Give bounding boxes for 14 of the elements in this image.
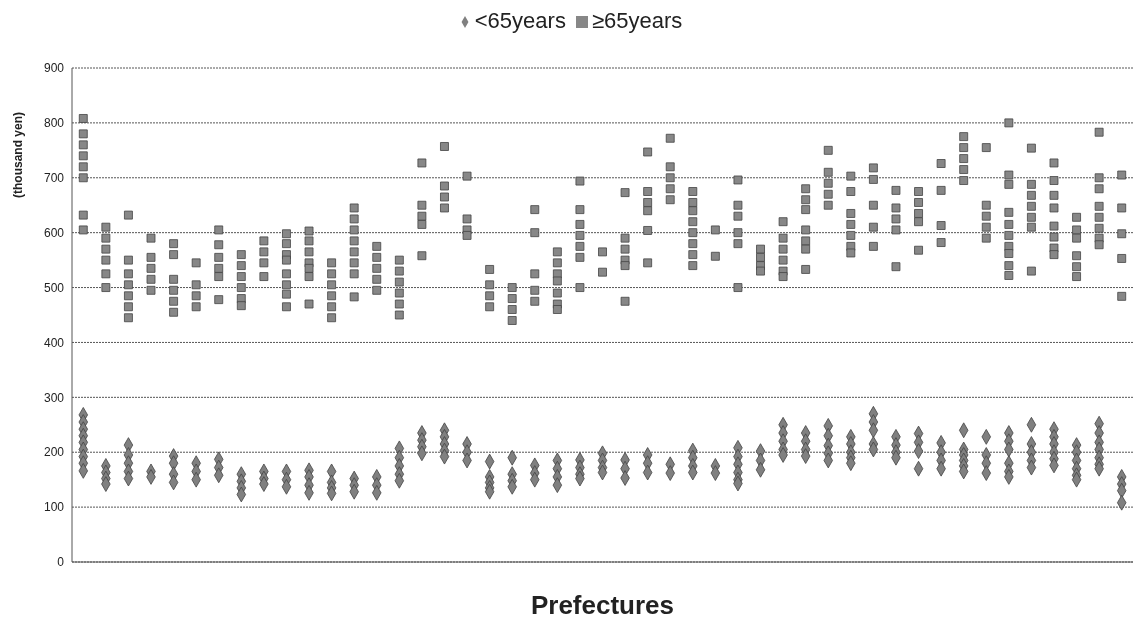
y-tick-label: 600: [43, 225, 65, 240]
y-tick-label: 900: [43, 61, 65, 76]
y-axis-title: (thousand yen): [11, 112, 26, 198]
y-tick-label: 300: [43, 390, 65, 405]
y-tick-label: 0: [57, 555, 65, 570]
legend-label: ≥65years: [591, 8, 683, 33]
y-tick-label: 500: [43, 280, 65, 295]
y-tick-label: 200: [43, 445, 65, 460]
y-tick-label: 100: [43, 500, 65, 515]
y-tick-label: 700: [43, 171, 65, 186]
y-tick-label: 800: [43, 116, 65, 131]
x-axis-title: Prefectures: [530, 590, 675, 620]
legend-label: <65years: [474, 8, 566, 33]
y-tick-label: 400: [43, 335, 65, 350]
